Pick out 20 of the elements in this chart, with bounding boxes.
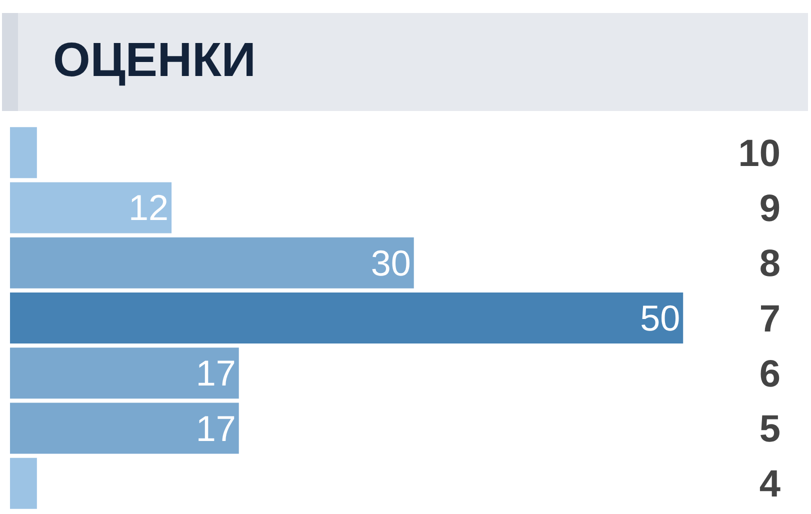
data-label: 30 (370, 242, 411, 284)
bar (10, 402, 239, 454)
y-tick-label: 5 (759, 408, 781, 451)
y-tick-label: 4 (759, 464, 781, 506)
bar (10, 292, 684, 344)
data-label: 12 (128, 187, 169, 228)
data-label: 17 (196, 352, 236, 394)
bar (10, 182, 172, 234)
bar (10, 237, 414, 288)
chart-title: ОЦЕНКИ (53, 33, 256, 89)
y-tick-label: 6 (759, 353, 781, 396)
y-tick-label: 7 (759, 298, 781, 340)
y-tick-label: 10 (738, 132, 781, 175)
data-label: 17 (196, 408, 236, 449)
bar (10, 458, 37, 509)
data-label: 50 (640, 298, 680, 338)
bar (10, 348, 239, 399)
bar (10, 127, 37, 178)
y-tick-label: 9 (759, 188, 781, 230)
y-tick-label: 8 (759, 243, 781, 286)
